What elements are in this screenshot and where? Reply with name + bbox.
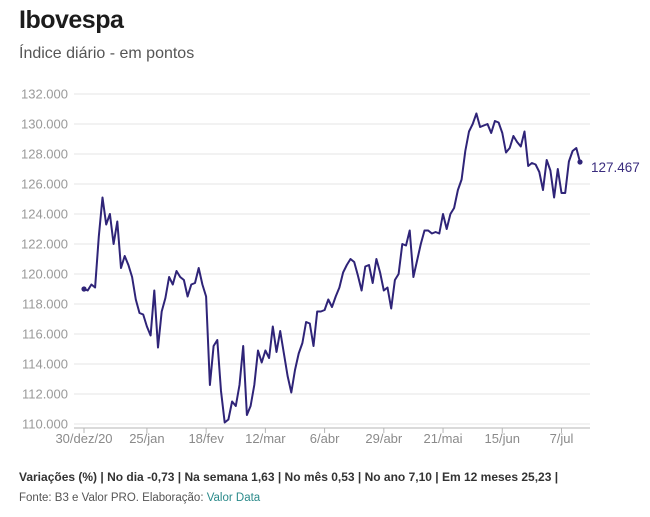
source-prefix: Fonte: B3 e Valor PRO. Elaboração: [19, 492, 207, 504]
x-tick-label: 21/mai [424, 431, 463, 446]
chart-title: Ibovespa [19, 6, 124, 34]
x-tick-label: 18/fev [188, 431, 224, 446]
x-tick-label: 7/jul [550, 431, 574, 446]
chart-subtitle: Índice diário - em pontos [19, 45, 195, 62]
grid-lines [74, 93, 590, 425]
y-tick-label: 124.000 [21, 207, 68, 222]
source-link[interactable]: Valor Data [206, 492, 261, 504]
x-tick-label: 29/abr [365, 431, 403, 446]
y-tick-label: 118.000 [22, 297, 68, 312]
x-tick-label: 15/jun [485, 431, 520, 446]
x-tick-label: 30/dez/20 [55, 431, 112, 446]
series-line [83, 112, 581, 424]
x-tick-label: 25/jan [129, 431, 164, 446]
x-tick-label: 6/abr [310, 431, 340, 446]
y-tick-label: 120.000 [21, 267, 68, 282]
y-tick-label: 116.000 [22, 327, 68, 342]
y-tick-label: 114.000 [22, 357, 68, 372]
y-tick-label: 122.000 [21, 237, 68, 252]
start-point [81, 286, 87, 292]
line-chart: 110.000 112.000 114.000 116.000 118.000 120.0… [21, 87, 640, 447]
end-value-label: 127.467 [591, 160, 640, 175]
end-point [577, 159, 583, 165]
y-tick-label: 126.000 [21, 177, 68, 192]
source-note: Fonte: B3 e Valor PRO. Elaboração: Valor… [19, 492, 260, 504]
y-tick-label: 112.000 [22, 387, 68, 402]
x-axis: 30/dez/20 25/jan 18/fev 12/mar 6/abr 29/abr 21… [55, 427, 590, 446]
y-tick-label: 130.000 [21, 117, 68, 132]
y-tick-label: 128.000 [21, 147, 68, 162]
series-points [81, 159, 583, 292]
x-tick-label: 12/mar [245, 431, 286, 446]
variations-summary: Variações (%) | No dia -0,73 | Na semana… [19, 470, 559, 484]
series-lines [83, 112, 581, 424]
y-tick-label: 132.000 [21, 87, 68, 102]
y-tick-labels: 110.000 112.000 114.000 116.000 118.000 120.0… [21, 87, 68, 432]
y-tick-label: 110.000 [22, 417, 68, 432]
